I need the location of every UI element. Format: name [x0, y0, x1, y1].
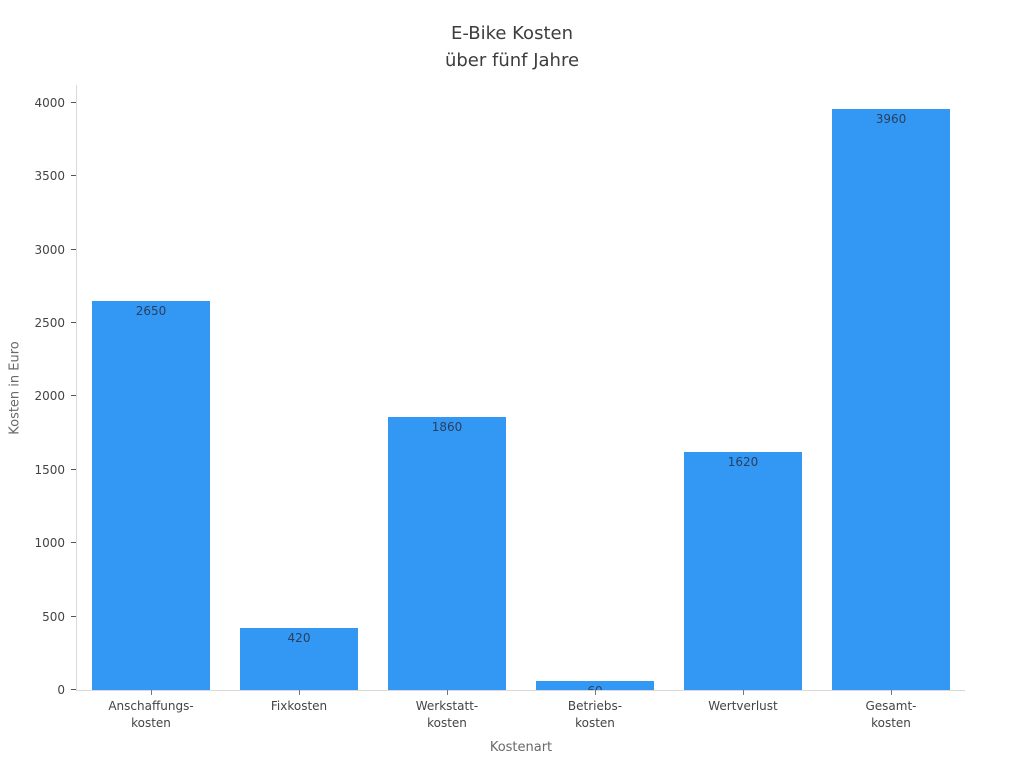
chart-title-line-1: E-Bike Kosten — [451, 23, 573, 44]
y-tick-label: 3500 — [34, 169, 65, 184]
x-category-label: Fixkosten — [270, 699, 328, 713]
y-tick-mark — [71, 689, 76, 690]
y-tick-label: 0 — [57, 683, 65, 697]
x-category-label: Betriebs- kosten — [567, 699, 623, 730]
y-tick-mark — [71, 395, 76, 397]
bar-value-label: 1860 — [431, 419, 463, 434]
x-tick-mark — [299, 690, 300, 695]
chart-title: E-Bike Kosten über fünf Jahre — [0, 20, 1024, 74]
bar: 1620 — [684, 452, 802, 690]
x-category-label: Werkstatt- kosten — [415, 699, 479, 730]
x-tick-mark — [891, 690, 892, 695]
x-category-label: Gesamt- kosten — [865, 699, 917, 730]
y-tick-mark — [71, 101, 76, 103]
x-category-label: Wertverlust — [708, 699, 778, 713]
x-axis-title: Kostenart — [489, 740, 553, 755]
bar: 420 — [240, 628, 358, 690]
bar: 3960 — [832, 108, 950, 690]
bar: 1860 — [388, 416, 506, 690]
x-tick-mark — [595, 690, 596, 695]
chart-title-line-2: über fünf Jahre — [444, 50, 580, 71]
y-tick-mark — [71, 248, 76, 250]
y-tick-mark — [71, 615, 76, 617]
bar-value-label: 420 — [287, 631, 311, 646]
x-tick-mark — [447, 690, 448, 695]
y-tick-mark — [71, 175, 76, 177]
bar-value-label: 60 — [536, 684, 654, 690]
plot-area: Kosten in Euro Kostenart 0 500 1000 1500 200… — [8, 85, 965, 755]
bar-value-label: 1620 — [727, 455, 759, 470]
bar: 60 — [536, 681, 654, 690]
y-tick-label: 4000 — [34, 95, 65, 110]
y-tick-label: 1500 — [34, 462, 65, 477]
bar: 2650 — [92, 300, 210, 690]
y-axis-title: Kosten in Euro — [7, 340, 23, 435]
x-category-label: Anschaffungs- kosten — [108, 699, 194, 730]
y-tick-mark — [71, 542, 76, 544]
y-tick-label: 500 — [42, 609, 65, 624]
y-tick-label: 1000 — [34, 536, 65, 551]
y-tick-label: 2000 — [34, 389, 65, 404]
x-tick-mark — [151, 690, 152, 695]
bar-value-label: 2650 — [135, 303, 167, 318]
bar-value-label: 3960 — [875, 111, 907, 126]
x-tick-mark — [743, 690, 744, 695]
y-tick-mark — [71, 322, 76, 323]
y-tick-label: 3000 — [34, 242, 65, 257]
y-tick-label: 2500 — [34, 316, 65, 330]
y-tick-mark — [71, 468, 76, 470]
